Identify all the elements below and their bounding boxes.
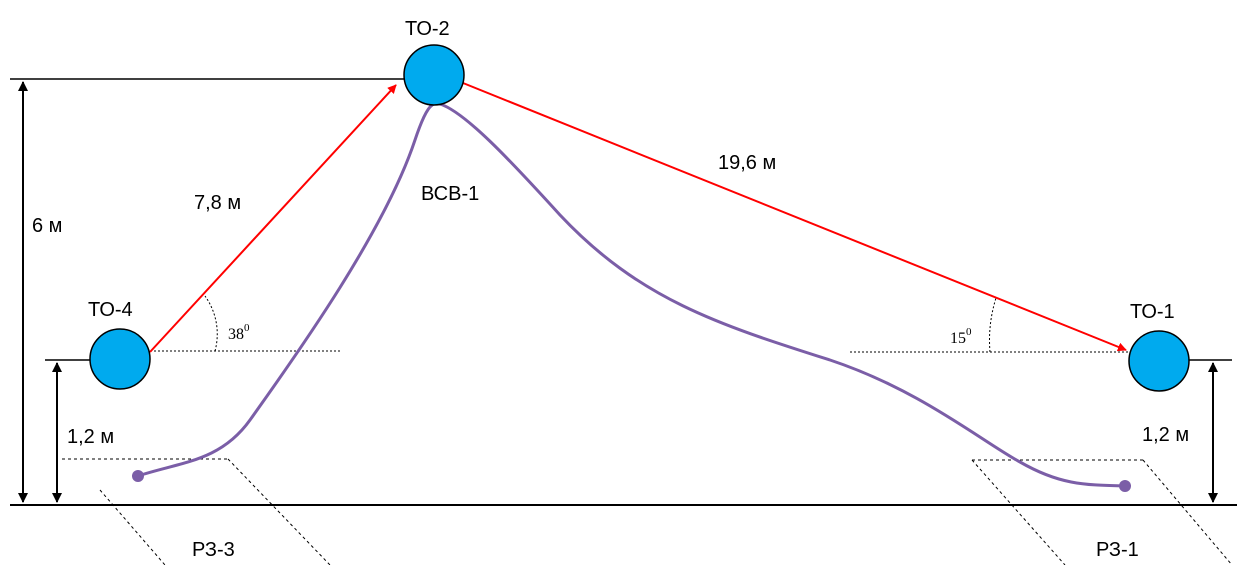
node-to4 — [89, 328, 151, 390]
node-to2-label: ТО-2 — [405, 18, 450, 40]
cable-start-dot — [132, 470, 144, 482]
zone-right-label: РЗ-1 — [1096, 539, 1139, 561]
distance-to2-to1-label: 19,6 м — [718, 152, 776, 174]
height-left-label: 1,2 м — [67, 426, 114, 448]
height-right-label: 1,2 м — [1142, 424, 1189, 446]
node-to4-label: ТО-4 — [88, 299, 133, 321]
node-to1-label: ТО-1 — [1130, 301, 1175, 323]
left-angle-arc — [204, 295, 218, 352]
cable-end-dot — [1119, 480, 1131, 492]
right-angle-label: 150 — [950, 326, 972, 347]
node-to2 — [403, 44, 465, 106]
cable-label: ВСВ-1 — [421, 183, 479, 205]
height-total-label: 6 м — [32, 215, 62, 237]
zone-right-outline — [971, 459, 1233, 565]
left-angle-label: 380 — [228, 322, 250, 343]
cable-path — [137, 101, 1126, 488]
distance-to4-to2-label: 7,8 м — [194, 192, 241, 214]
node-to1 — [1128, 330, 1190, 392]
arrow-to2-to1 — [462, 82, 1127, 352]
zone-left-label: РЗ-3 — [192, 539, 235, 561]
arrow-to4-to2 — [149, 84, 397, 353]
right-angle-arc — [989, 297, 997, 353]
